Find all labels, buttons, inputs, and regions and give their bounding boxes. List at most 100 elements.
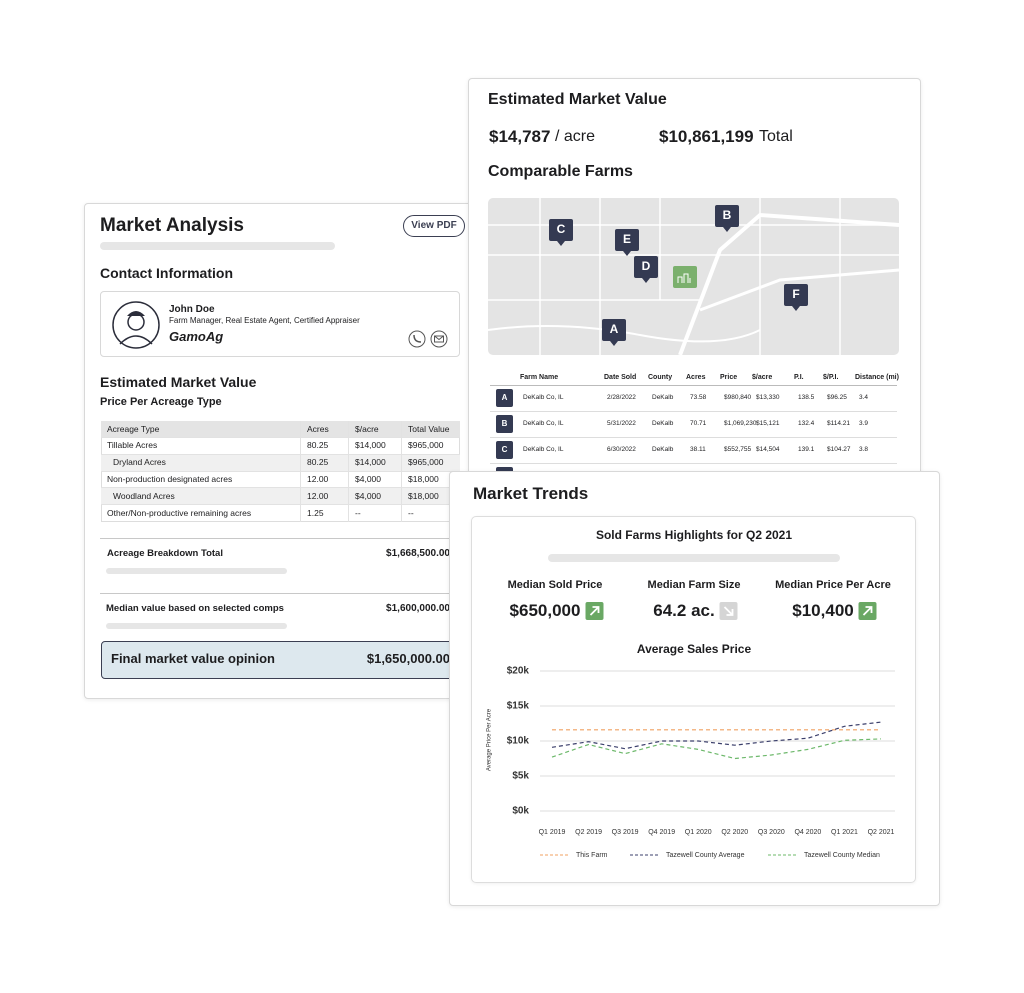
- subject-farm[interactable]: [673, 266, 697, 288]
- cell: 70.71: [690, 420, 707, 428]
- cell: DeKalb: [652, 420, 674, 428]
- map-marker[interactable]: [549, 219, 573, 241]
- map: C ED B F A: [487, 198, 900, 356]
- cell: DeKalb Co, IL: [523, 446, 564, 454]
- cell: 12.00: [307, 490, 329, 501]
- cell: Woodland Acres: [113, 490, 175, 501]
- farm-icon: [677, 273, 691, 283]
- trend-arrow: [862, 606, 873, 616]
- y-tick-label: $20k: [507, 666, 530, 677]
- cell: 5/31/2022: [607, 420, 636, 428]
- x-tick-label: Q4 2020: [794, 829, 821, 836]
- cell: 6/30/2022: [607, 446, 636, 454]
- market-trends-card: Market Trends Sold Farms Highlights for Q…: [449, 471, 940, 906]
- cell: --: [408, 507, 414, 518]
- company-logo: GamoAg: [169, 329, 224, 345]
- y-tick-label: $10k: [507, 736, 530, 747]
- x-tick-label: Q4 2019: [648, 829, 675, 836]
- view-pdf-button[interactable]: [403, 215, 465, 237]
- marker-label: B: [723, 208, 732, 222]
- column-header: P.I.: [794, 373, 804, 381]
- x-tick-label: Q1 2021: [831, 829, 858, 836]
- y-tick-label: $5k: [512, 771, 529, 782]
- column-divider: [401, 421, 402, 522]
- column-header: County: [648, 373, 673, 381]
- final-value: $1,650,000.00: [366, 651, 450, 667]
- marker-pointer: [557, 241, 565, 246]
- x-tick-label: Q2 2019: [575, 829, 602, 836]
- column-header: Distance (mi): [855, 373, 899, 381]
- stat-label: Median Farm Size: [647, 579, 741, 592]
- column-header: Farm Name: [520, 373, 559, 381]
- cell: 3.9: [859, 420, 869, 428]
- section-heading: Estimated Market Value: [100, 373, 257, 390]
- map-marker[interactable]: [615, 229, 639, 251]
- series-line: [551, 721, 882, 750]
- row-line: [490, 411, 897, 412]
- x-tick-label: Q2 2021: [868, 829, 895, 836]
- trend-arrow: [723, 606, 734, 616]
- column-header: $/acre: [355, 423, 379, 434]
- cell: $4,000: [355, 473, 381, 484]
- column-header: $/P.I.: [823, 373, 839, 381]
- cell: 3.4: [859, 394, 869, 402]
- row-line: [101, 453, 460, 455]
- contact-box: [100, 291, 460, 357]
- cell: DeKalb: [652, 394, 674, 402]
- market-analysis-card: Market Analysis View PDF Contact Informati…: [84, 203, 476, 699]
- row-line: [101, 470, 460, 472]
- row-line: [101, 504, 460, 506]
- map-marker[interactable]: [784, 284, 808, 306]
- map-roads: [487, 198, 900, 356]
- row-id: A: [501, 393, 508, 403]
- contact-role: Farm Manager, Real Estate Agent, Certifi…: [169, 316, 360, 326]
- cell: 139.1: [798, 446, 815, 454]
- map-marker[interactable]: [602, 319, 626, 341]
- avatar-body: [119, 335, 153, 345]
- total-unit: Total: [759, 128, 793, 146]
- row-line: [490, 437, 897, 438]
- cell: Other/Non-productive remaining acres: [107, 507, 252, 518]
- layer: [112, 301, 448, 349]
- column-header: Acres: [686, 373, 706, 381]
- placeholder-bar: [106, 568, 287, 574]
- summary-label: Acreage Breakdown Total: [107, 548, 223, 560]
- cell: $18,000: [408, 473, 439, 484]
- cell: --: [355, 507, 361, 518]
- map-marker[interactable]: [634, 256, 658, 278]
- cell: $1,069,230: [724, 420, 757, 428]
- map-marker[interactable]: [715, 205, 739, 227]
- market-value-card: Estimated Market Value $14,787/ acre $10,8…: [468, 78, 921, 480]
- column-header: Acreage Type: [107, 423, 160, 434]
- stat-label: Median Price Per Acre: [775, 579, 891, 592]
- stat-value: $650,000: [509, 600, 581, 620]
- phone-icon[interactable]: [408, 330, 426, 348]
- layer: $0k $5k $10k $15k $20k Average Price Per Acre…: [487, 602, 895, 859]
- cell: $4,000: [355, 490, 381, 501]
- cell: 80.25: [307, 457, 329, 468]
- contact-name: John Doe: [169, 304, 215, 315]
- cell: $114.21: [827, 420, 851, 428]
- cell: 38.11: [690, 446, 706, 454]
- placeholder-bar: [548, 554, 840, 562]
- panel-title: Sold Farms Highlights for Q2 2021: [595, 527, 793, 542]
- marker-label: F: [792, 287, 799, 301]
- series-line: [551, 738, 882, 760]
- marker-label: C: [557, 222, 566, 236]
- phone-glyph: [413, 334, 422, 343]
- y-tick-label: $0k: [512, 806, 529, 817]
- cell: $14,000: [355, 457, 386, 468]
- x-tick-label: Q3 2020: [758, 829, 785, 836]
- mail-icon[interactable]: [430, 330, 448, 348]
- legend-label: This Farm: [576, 852, 608, 859]
- cell: DeKalb Co, IL: [523, 420, 564, 428]
- cell: 138.5: [798, 394, 815, 402]
- y-tick-label: $15k: [507, 701, 530, 712]
- table-line: [490, 385, 897, 386]
- final-label: Final market value opinion: [111, 651, 275, 667]
- cell: 3.8: [859, 446, 869, 454]
- marker-label: D: [642, 259, 651, 273]
- marker-pointer: [623, 251, 631, 256]
- cell: $104.27: [827, 446, 851, 454]
